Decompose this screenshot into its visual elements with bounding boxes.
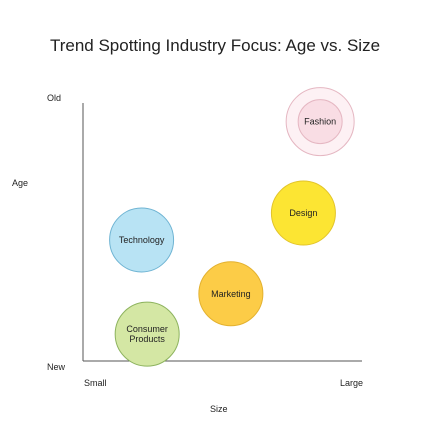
bubble-consumer-products: Consumer Products [114, 301, 180, 367]
bubble-circle-design [270, 180, 336, 246]
bubble-design: Design [270, 180, 336, 246]
bubble-circle-marketing [198, 261, 264, 327]
x-tick-large: Large [340, 378, 363, 388]
bubble-label-marketing: Marketing [211, 289, 251, 299]
chart-title: Trend Spotting Industry Focus: Age vs. S… [49, 36, 381, 55]
bubble-label-fashion: Fashion [304, 117, 336, 127]
bubble-circle-consumer-products [114, 301, 180, 367]
bubbles: Fashion Design Technology Marketing Consumer… [109, 87, 355, 367]
x-axis-label: Size [210, 404, 228, 414]
y-tick-new: New [47, 362, 66, 372]
y-tick-old: Old [47, 93, 61, 103]
bubble-label-technology: Technology [119, 235, 165, 245]
bubble-core-fashion [297, 99, 343, 145]
x-tick-small: Small [84, 378, 107, 388]
bubble-label-consumer-products: Consumer Products [126, 324, 168, 344]
y-axis-label: Age [12, 178, 28, 188]
bubble-technology: Technology [109, 207, 175, 273]
bubble-label-design: Design [289, 208, 317, 218]
bubble-circle-technology [109, 207, 175, 273]
bubble-fashion: Fashion [285, 87, 355, 157]
bubble-marketing: Marketing [198, 261, 264, 327]
